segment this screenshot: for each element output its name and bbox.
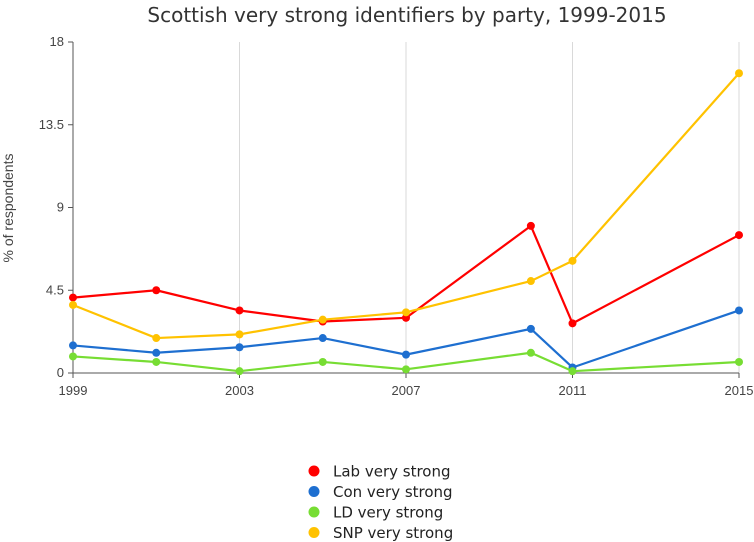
x-tick-label: 1999 (59, 383, 88, 398)
data-point-snp-very-strong (568, 256, 577, 265)
y-tick-label: 13.5 (39, 117, 64, 132)
data-point-con-very-strong (526, 324, 535, 333)
data-point-snp-very-strong (235, 330, 244, 339)
data-point-con-very-strong (152, 348, 161, 357)
series-line-lab-very-strong (72, 224, 740, 325)
x-tick-label: 2011 (559, 383, 587, 398)
legend-marker (308, 506, 320, 518)
y-tick-label: 4.5 (46, 282, 64, 297)
axes (68, 41, 740, 378)
legend-label: SNP very strong (333, 524, 453, 542)
legend-marker (308, 486, 320, 497)
data-point-ld-very-strong (526, 348, 535, 357)
y-tick-label: 18 (50, 34, 64, 49)
data-point-snp-very-strong (318, 315, 327, 324)
data-point-con-very-strong (235, 343, 244, 352)
data-point-lab-very-strong (402, 313, 410, 322)
data-point-lab-very-strong (152, 286, 161, 295)
legend-item-lab-very-strong: Lab very strong (308, 463, 451, 481)
data-point-ld-very-strong (568, 367, 577, 376)
series-line-ld-very-strong (72, 351, 740, 373)
legend-marker (308, 465, 320, 477)
series-lines (69, 69, 743, 376)
data-point-lab-very-strong (735, 231, 743, 240)
grid (239, 42, 740, 373)
x-tick-label: 2015 (725, 383, 754, 398)
data-point-con-very-strong (735, 306, 743, 315)
legend-label: LD very strong (333, 504, 443, 522)
legend-item-con-very-strong: Con very strong (308, 483, 453, 501)
data-point-snp-very-strong (402, 308, 410, 317)
y-axis-label: % of respondents (0, 154, 16, 263)
legend-marker (308, 527, 320, 538)
chart-title: Scottish very strong identifiers by part… (147, 3, 666, 27)
series-line-con-very-strong (72, 309, 740, 369)
data-point-ld-very-strong (735, 357, 743, 366)
x-tick-label: 2003 (225, 383, 254, 398)
x-tick-label: 2007 (392, 383, 421, 398)
data-point-ld-very-strong (69, 352, 77, 361)
data-point-con-very-strong (69, 341, 77, 350)
data-point-lab-very-strong (69, 293, 77, 302)
data-point-snp-very-strong (69, 300, 77, 309)
data-point-snp-very-strong (526, 277, 535, 286)
data-point-ld-very-strong (402, 365, 410, 374)
data-point-lab-very-strong (235, 306, 244, 315)
data-point-lab-very-strong (526, 221, 535, 230)
y-tick-label: 9 (57, 200, 64, 215)
data-point-snp-very-strong (152, 334, 161, 343)
series-snp-very-strong (69, 69, 743, 343)
tick-labels: 0 4.5 9 13.5 18 1999 2003 2007 2011 2015 (39, 34, 754, 398)
data-point-lab-very-strong (568, 319, 577, 328)
legend-label: Lab very strong (333, 463, 451, 481)
legend-item-snp-very-strong: SNP very strong (308, 524, 453, 542)
data-point-con-very-strong (318, 334, 327, 343)
y-tick-label: 0 (57, 365, 64, 380)
legend: Lab very strong Con very strong LD very st… (308, 463, 453, 542)
data-point-ld-very-strong (318, 357, 327, 366)
legend-item-ld-very-strong: LD very strong (308, 504, 443, 522)
series-line-snp-very-strong (72, 72, 740, 340)
data-point-con-very-strong (402, 350, 410, 359)
legend-label: Con very strong (333, 483, 453, 501)
data-point-snp-very-strong (735, 69, 743, 78)
data-point-ld-very-strong (235, 367, 244, 376)
series-ld-very-strong (69, 348, 743, 376)
data-point-ld-very-strong (152, 357, 161, 366)
series-con-very-strong (69, 306, 743, 372)
